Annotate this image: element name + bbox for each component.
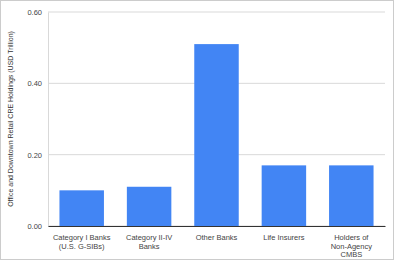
x-tick: Category I Banks(U.S. G-SIBs) <box>53 226 111 251</box>
bar <box>127 187 171 226</box>
x-tick: Life Insurers <box>263 226 305 242</box>
bar <box>329 165 373 226</box>
y-axis-line <box>48 13 49 227</box>
y-axis-title: Office and Downtown Retail CRE Holdings … <box>7 31 15 207</box>
x-axis: Category I Banks(U.S. G-SIBs) Category II… <box>49 226 386 259</box>
x-tick-label: Holders ofNon-AgencyCMBS <box>331 233 373 259</box>
x-tick: Holders ofNon-AgencyCMBS <box>331 226 373 259</box>
x-tick-label: Category II-IVBanks <box>126 233 172 251</box>
grid-line <box>48 12 385 13</box>
x-tick-label: Category I Banks(U.S. G-SIBs) <box>53 233 111 251</box>
frame <box>1 1 394 260</box>
bar <box>59 190 103 226</box>
bar <box>194 44 238 226</box>
grid <box>48 12 385 226</box>
y-tick-label: 0.60 <box>27 8 42 17</box>
y-tick: 0.00 <box>27 222 48 231</box>
x-tick-label: Life Insurers <box>263 233 305 242</box>
y-tick: 0.40 <box>27 79 48 88</box>
x-tick: Category II-IVBanks <box>126 226 172 251</box>
x-tick-label: Other Banks <box>196 233 238 242</box>
y-tick-label: 0.20 <box>27 151 42 160</box>
y-tick: 0.20 <box>27 151 48 160</box>
y-tick-label: 0.00 <box>27 222 42 231</box>
plot: 0.00 0.20 0.40 0.60 Category I Banks(U.S. G-… <box>27 8 385 259</box>
chart: 0.00 0.20 0.40 0.60 Category I Banks(U.S. G-… <box>0 0 394 260</box>
y-tick: 0.60 <box>27 8 48 17</box>
bars <box>59 44 373 226</box>
x-tick: Other Banks <box>196 226 238 242</box>
x-axis-line <box>49 226 386 227</box>
y-tick-label: 0.40 <box>27 79 42 88</box>
bar <box>262 165 306 226</box>
y-axis: 0.00 0.20 0.40 0.60 <box>27 8 48 231</box>
